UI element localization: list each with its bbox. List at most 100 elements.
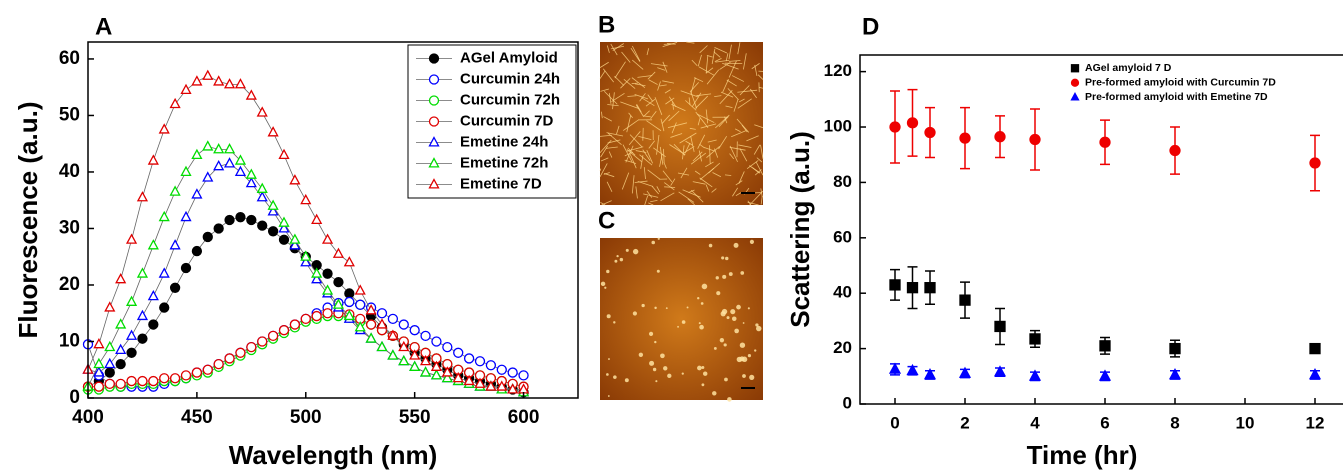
marker bbox=[269, 227, 278, 236]
aggregate bbox=[607, 314, 611, 318]
aggregate bbox=[677, 326, 679, 328]
marker bbox=[890, 280, 900, 290]
aggregate bbox=[724, 343, 727, 346]
marker bbox=[399, 356, 408, 364]
marker bbox=[225, 354, 234, 363]
marker bbox=[214, 224, 223, 233]
marker bbox=[182, 85, 191, 93]
marker bbox=[203, 142, 212, 150]
y-tick-label: 0 bbox=[69, 387, 80, 408]
x-tick-label: 0 bbox=[890, 413, 899, 432]
y-tick-label: 20 bbox=[833, 338, 852, 357]
marker bbox=[454, 348, 463, 357]
panel-letter: D bbox=[862, 13, 879, 40]
marker bbox=[138, 334, 147, 343]
marker bbox=[995, 321, 1005, 331]
marker bbox=[203, 232, 212, 241]
marker bbox=[236, 167, 245, 175]
marker bbox=[269, 201, 278, 209]
aggregate bbox=[699, 325, 704, 330]
aggregate bbox=[654, 307, 656, 309]
y-tick-label: 0 bbox=[843, 393, 852, 412]
aggregate bbox=[613, 375, 617, 379]
aggregate bbox=[729, 272, 733, 276]
y-tick-label: 80 bbox=[833, 172, 852, 191]
marker bbox=[203, 365, 212, 374]
marker bbox=[280, 235, 289, 244]
aggregate bbox=[742, 374, 746, 378]
legend-label: Emetine 72h bbox=[460, 154, 548, 171]
y-tick-label: 60 bbox=[59, 48, 80, 69]
aggregate bbox=[667, 374, 671, 378]
marker bbox=[1310, 344, 1320, 354]
marker bbox=[116, 320, 125, 328]
legend-label: Pre-formed amyloid with Emetine 7D bbox=[1085, 91, 1268, 103]
aggregate bbox=[666, 307, 668, 309]
marker bbox=[519, 371, 528, 380]
marker bbox=[236, 79, 245, 87]
marker bbox=[203, 71, 212, 79]
aggregate bbox=[716, 276, 719, 279]
aggregate bbox=[660, 353, 665, 358]
aggregate bbox=[682, 320, 686, 324]
x-tick-label: 2 bbox=[960, 413, 969, 432]
marker bbox=[116, 360, 125, 369]
marker bbox=[1310, 158, 1320, 168]
marker bbox=[127, 377, 136, 386]
legend-marker bbox=[1072, 93, 1079, 99]
marker bbox=[192, 368, 201, 377]
panel-letter: C bbox=[598, 207, 615, 234]
marker bbox=[236, 213, 245, 222]
aggregate bbox=[613, 321, 615, 323]
x-tick-label: 550 bbox=[399, 407, 431, 428]
aggregate bbox=[601, 282, 605, 286]
marker bbox=[105, 342, 114, 350]
aggregate bbox=[748, 354, 751, 357]
marker bbox=[280, 218, 289, 226]
marker bbox=[225, 159, 234, 167]
marker bbox=[258, 337, 267, 346]
marker bbox=[138, 377, 147, 386]
marker bbox=[925, 283, 935, 293]
marker bbox=[160, 212, 169, 220]
x-axis-title: Wavelength (nm) bbox=[229, 440, 437, 470]
marker bbox=[1030, 134, 1040, 144]
aggregate bbox=[658, 238, 660, 240]
y-tick-label: 60 bbox=[833, 227, 852, 246]
panel-letter: A bbox=[95, 13, 112, 40]
marker bbox=[345, 289, 354, 298]
legend-marker bbox=[1072, 65, 1079, 72]
aggregate bbox=[626, 249, 629, 252]
marker bbox=[182, 212, 191, 220]
aggregate bbox=[721, 311, 726, 316]
marker bbox=[345, 257, 354, 265]
legend-marker bbox=[430, 117, 439, 126]
aggregate bbox=[743, 322, 745, 324]
marker bbox=[301, 314, 310, 323]
marker bbox=[182, 167, 191, 175]
marker bbox=[367, 320, 376, 329]
aggregate bbox=[748, 307, 750, 309]
marker bbox=[312, 269, 321, 277]
aggregate bbox=[649, 332, 653, 336]
marker bbox=[486, 361, 495, 370]
aggregate bbox=[608, 358, 610, 360]
marker bbox=[323, 269, 332, 278]
marker bbox=[94, 359, 103, 367]
marker bbox=[149, 240, 158, 248]
marker bbox=[192, 150, 201, 158]
marker bbox=[138, 192, 147, 200]
aggregate bbox=[641, 304, 644, 307]
marker bbox=[399, 320, 408, 329]
y-tick-label: 50 bbox=[59, 104, 80, 125]
aggregate bbox=[604, 287, 606, 289]
y-tick-label: 40 bbox=[59, 161, 80, 182]
marker bbox=[290, 320, 299, 329]
marker bbox=[105, 379, 114, 388]
x-tick-label: 400 bbox=[72, 407, 104, 428]
marker bbox=[410, 362, 419, 370]
aggregate bbox=[740, 271, 744, 275]
aggregate bbox=[709, 244, 713, 248]
marker bbox=[312, 215, 321, 223]
marker bbox=[105, 368, 114, 377]
